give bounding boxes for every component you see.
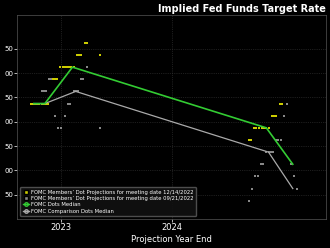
Legend: FOMC Members’ Dot Projections for meeting date 12/14/2022, FOMC Members’ Dot Pro: FOMC Members’ Dot Projections for meetin… [20, 187, 196, 216]
Text: Implied Fed Funds Target Rate: Implied Fed Funds Target Rate [158, 4, 326, 14]
X-axis label: Projection Year End: Projection Year End [131, 235, 212, 244]
